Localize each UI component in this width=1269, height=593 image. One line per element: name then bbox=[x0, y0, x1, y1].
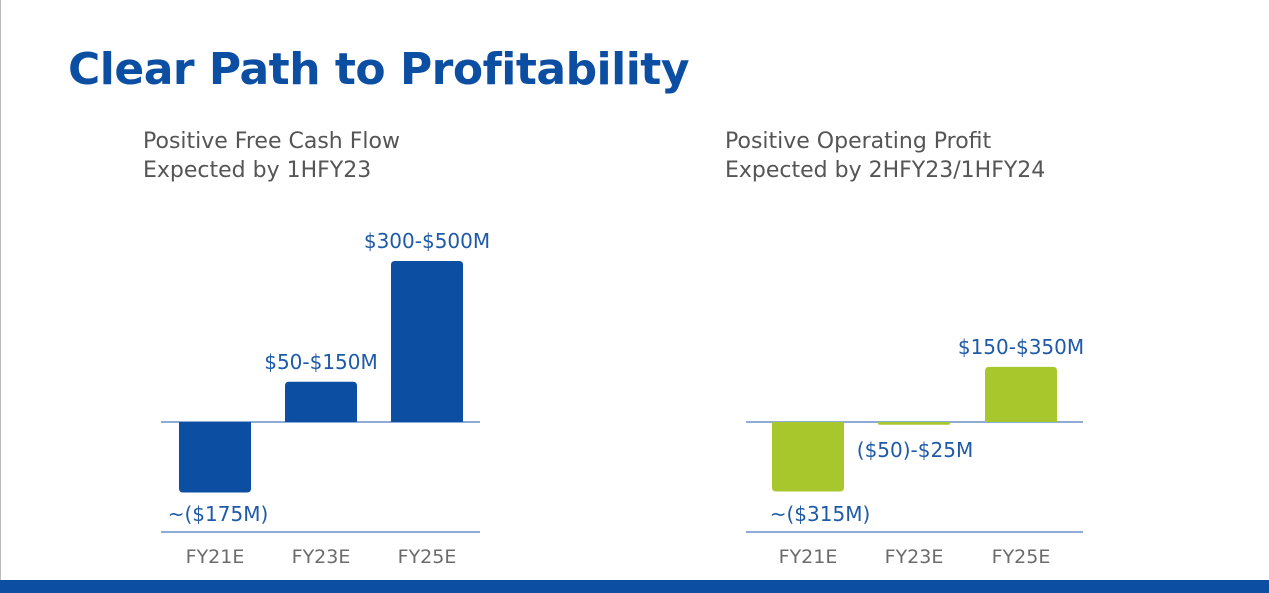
right-chart-subtitle: Expected by 2HFY23/1HFY24 bbox=[725, 158, 1046, 183]
right-value-label-fy25e: $150-$350M bbox=[958, 335, 1084, 359]
slide-left-edge bbox=[0, 0, 1, 580]
left-tick-label-fy23e: FY23E bbox=[292, 546, 351, 568]
footer-bar bbox=[0, 580, 1269, 593]
left-bar-fy23e bbox=[285, 381, 357, 422]
left-bar-fy21e bbox=[179, 422, 251, 493]
left-tick-label-fy25e: FY25E bbox=[398, 546, 457, 568]
left-chart-heading: Positive Free Cash Flow Expected by 1HFY… bbox=[143, 127, 400, 185]
right-tick-label-fy23e: FY23E bbox=[885, 546, 944, 568]
right-chart-title: Positive Operating Profit bbox=[725, 129, 992, 154]
right-bar-fy21e bbox=[772, 422, 844, 492]
left-value-label-fy21e: ~($175M) bbox=[168, 502, 269, 526]
page-title: Clear Path to Profitability bbox=[68, 44, 690, 95]
right-value-label-fy23e: ($50)-$25M bbox=[857, 438, 973, 462]
left-value-label-fy23e: $50-$150M bbox=[264, 350, 378, 374]
right-chart-heading: Positive Operating Profit Expected by 2H… bbox=[725, 127, 1045, 185]
left-value-label-fy25e: $300-$500M bbox=[364, 229, 490, 253]
left-chart-subtitle: Expected by 1HFY23 bbox=[143, 158, 372, 183]
left-bar-fy25e bbox=[391, 261, 463, 422]
right-tick-label-fy21e: FY21E bbox=[779, 546, 838, 568]
left-tick-label-fy21e: FY21E bbox=[186, 546, 245, 568]
right-bar-fy25e bbox=[985, 366, 1057, 422]
right-value-label-fy21e: ~($315M) bbox=[770, 502, 871, 526]
left-chart-title: Positive Free Cash Flow bbox=[143, 129, 400, 154]
right-tick-label-fy25e: FY25E bbox=[992, 546, 1051, 568]
right-bar-fy23e bbox=[878, 422, 950, 425]
